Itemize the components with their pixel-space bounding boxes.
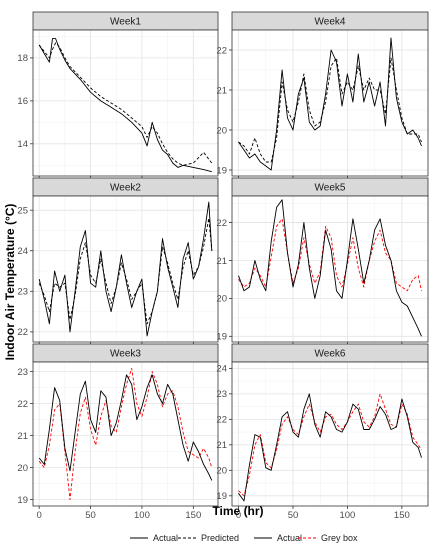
facet-panel-week6: Week6 0 50 100 150 19 20 21 22 23 24	[216, 343, 429, 521]
y-tick-label: 24	[216, 364, 227, 375]
facet-title: Week4	[315, 17, 346, 28]
facet-title: Week3	[110, 349, 141, 360]
x-axis-title: Time (hr)	[212, 504, 263, 518]
y-tick-label: 19	[216, 165, 227, 176]
panel-border	[32, 29, 219, 177]
facet-panel-week5: Week505010015019202122	[216, 177, 429, 357]
panel-border	[231, 195, 429, 343]
y-tick-label: 22	[216, 45, 227, 56]
facet-title: Week1	[110, 17, 141, 28]
series-line-actual	[238, 199, 422, 337]
plot-area	[33, 30, 218, 176]
y-tick-label: 19	[216, 332, 227, 343]
panel-border	[231, 361, 429, 507]
y-tick-label: 22	[216, 415, 227, 426]
y-tick-label: 18	[17, 53, 28, 64]
series-line-actual	[38, 201, 213, 337]
facet-panel-week2: Week205010015022232425	[17, 177, 219, 357]
x-tick-label: 100	[339, 510, 355, 521]
plot-area	[33, 362, 218, 506]
y-tick-label: 20	[17, 463, 28, 474]
y-tick-label: 22	[17, 327, 28, 338]
panel-border	[32, 195, 219, 343]
y-tick-label: 25	[17, 205, 28, 216]
y-tick-label: 21	[216, 256, 227, 267]
x-tick-label: 0	[37, 510, 42, 521]
y-tick-label: 19	[216, 491, 227, 502]
y-tick-label: 20	[216, 466, 227, 477]
y-tick-label: 19	[17, 495, 28, 506]
plot-area	[232, 30, 428, 176]
y-tick-label: 24	[17, 246, 28, 257]
x-tick-label: 50	[288, 510, 299, 521]
y-axis-title: Indoor Air Temperature (°C)	[3, 204, 17, 361]
y-tick-label: 23	[17, 287, 28, 298]
legend-item: Actual	[130, 533, 178, 543]
y-tick-label: 20	[216, 125, 227, 136]
legend-item: Grey box	[298, 533, 358, 543]
legend-label: Predicted	[201, 533, 239, 543]
x-tick-label: 0	[236, 510, 241, 521]
y-tick-label: 20	[216, 294, 227, 305]
facet-panel-week1: Week1050100150141618	[17, 11, 219, 191]
x-tick-label: 150	[394, 510, 410, 521]
plot-area	[33, 196, 218, 342]
facet-panel-week3: Week3 0 50 100 150 19 20 21 22 23	[17, 343, 219, 521]
facet-title: Week2	[110, 183, 141, 194]
x-tick-label: 100	[134, 510, 150, 521]
y-tick-label: 21	[216, 440, 227, 451]
y-tick-label: 22	[17, 399, 28, 410]
y-tick-label: 21	[17, 431, 28, 442]
chart-panels: Week1 0 50 100 150 14 16 18 Week4 0 50 100 150 19 20 21…	[17, 11, 429, 521]
series-line-predicted	[238, 393, 422, 497]
y-tick-label: 23	[216, 389, 227, 400]
facet-title: Week6	[315, 349, 346, 360]
y-tick-label: 21	[216, 85, 227, 96]
legend-label: Actual	[153, 533, 178, 543]
chart-legend: Actual Predicted Actual Grey box	[130, 533, 358, 543]
panel-border	[32, 361, 219, 507]
series-line-actual	[238, 393, 422, 502]
facet-title: Week5	[315, 183, 346, 194]
x-tick-label: 150	[185, 510, 201, 521]
y-tick-label: 22	[216, 218, 227, 229]
legend-label: Grey box	[321, 533, 358, 543]
series-line-predicted	[38, 217, 213, 325]
y-tick-label: 23	[17, 367, 28, 378]
y-tick-label: 14	[17, 139, 28, 150]
legend-item: Actual	[254, 533, 302, 543]
panel-border	[231, 29, 429, 177]
plot-area	[232, 196, 428, 342]
y-tick-label: 16	[17, 96, 28, 107]
x-tick-label: 50	[85, 510, 96, 521]
facet-panel-week4: Week405010015019202122	[216, 11, 429, 191]
series-line-predicted	[38, 42, 213, 166]
series-line-actual	[238, 37, 422, 171]
legend-item: Predicted	[178, 533, 239, 543]
series-line-actual	[38, 38, 212, 173]
series-line-predicted	[38, 367, 213, 501]
legend-label: Actual	[277, 533, 302, 543]
plot-area	[232, 362, 428, 506]
series-line-actual	[38, 374, 213, 481]
series-line-predicted	[238, 57, 422, 163]
